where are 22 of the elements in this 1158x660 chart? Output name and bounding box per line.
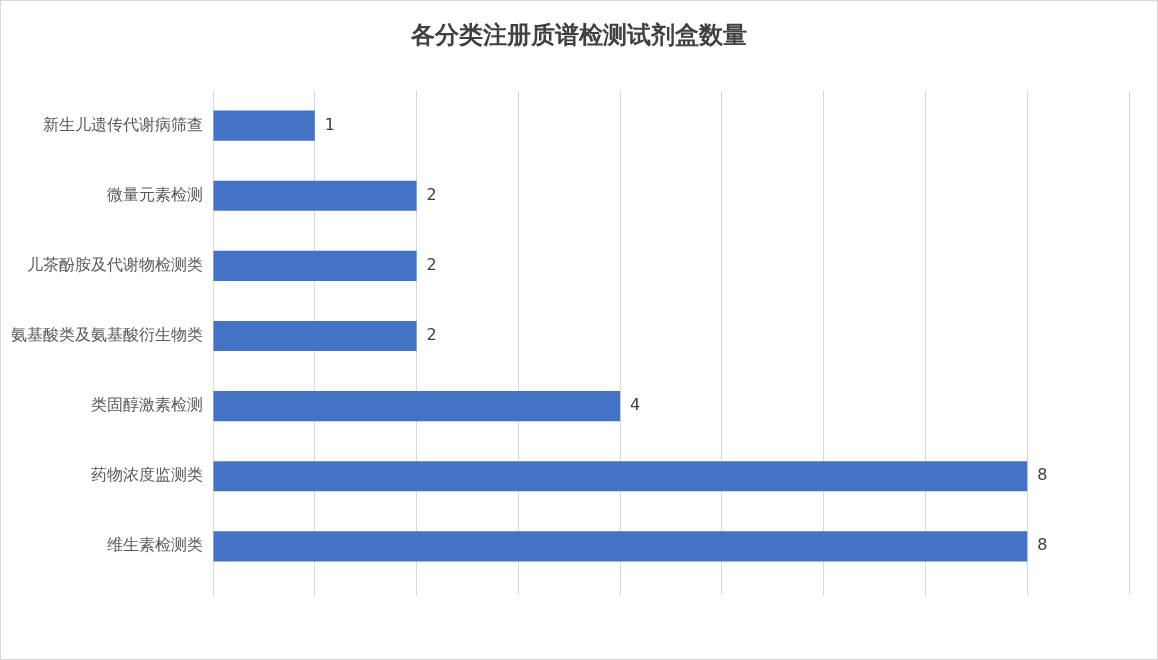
y-tick-label: 微量元素检测 (107, 184, 203, 204)
y-tick-label: 儿茶酚胺及代谢物检测类 (27, 255, 203, 275)
y-tick-label: 类固醇激素检测 (91, 395, 203, 415)
y-tick-label: 新生儿遗传代谢病筛查 (43, 114, 203, 134)
bar (213, 250, 417, 281)
y-tick-label: 维生素检测类 (107, 535, 203, 555)
bar (213, 320, 417, 352)
bar (213, 180, 417, 211)
chart-title: 各分类注册质谱检测试剂盒数量 (410, 20, 748, 51)
bar (213, 531, 1028, 562)
data-label: 1 (324, 114, 335, 134)
bar (213, 110, 315, 141)
data-label: 2 (426, 255, 437, 275)
data-label: 8 (1037, 535, 1048, 555)
bar (213, 391, 621, 422)
data-label: 4 (630, 395, 641, 415)
bar (213, 461, 1028, 492)
data-label: 2 (426, 184, 437, 204)
y-tick-label: 氨基酸类及氨基酸衍生物类 (11, 325, 203, 345)
y-tick-label: 药物浓度监测类 (91, 465, 203, 485)
data-label: 8 (1037, 465, 1048, 485)
data-label: 2 (426, 325, 437, 345)
